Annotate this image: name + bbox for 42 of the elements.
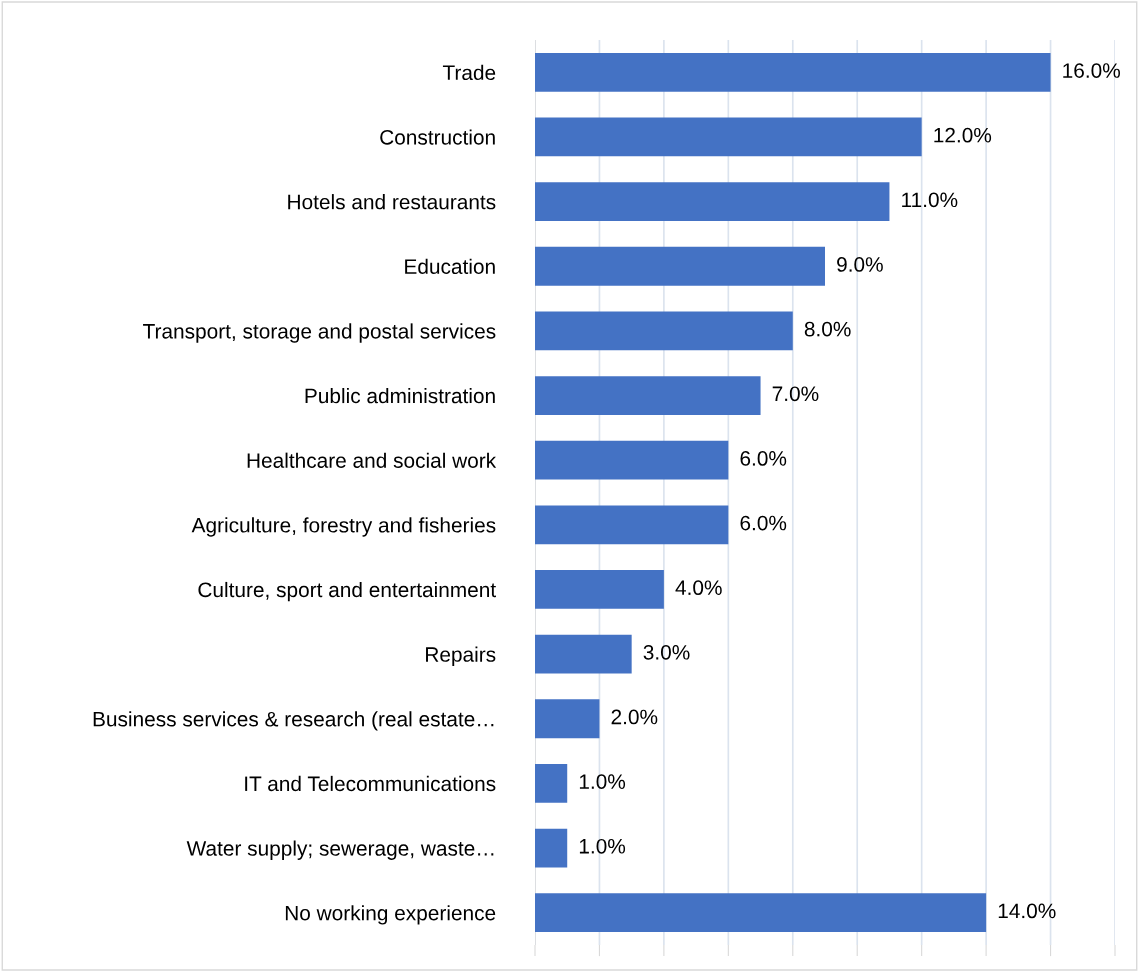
data-label: 12.0% xyxy=(934,127,992,143)
y-tick-label: Business services & research (real estate… xyxy=(93,711,494,731)
y-tick-label: Agriculture, forestry and fisheries xyxy=(191,517,496,537)
y-tick-label: Water supply; sewerage, waste… xyxy=(186,840,494,860)
y-tick-label: Healthcare and social work xyxy=(247,452,497,468)
y-tick-label: Trade xyxy=(442,64,496,81)
y-tick-label: No working experience xyxy=(285,905,496,925)
data-label: 6.0% xyxy=(740,515,787,531)
bar xyxy=(535,182,890,221)
y-tick-label: Construction xyxy=(380,129,495,145)
bar xyxy=(535,376,761,415)
bar xyxy=(535,828,568,868)
bar xyxy=(535,699,600,739)
bar xyxy=(535,634,632,674)
bar xyxy=(535,52,1051,92)
bar xyxy=(535,117,922,157)
y-tick-label: Hotels and restaurants xyxy=(288,194,496,210)
data-label: 4.0% xyxy=(675,580,722,596)
data-label: 2.0% xyxy=(611,709,658,725)
y-tick-label: IT and Telecommunications xyxy=(245,775,496,792)
data-label: 14.0% xyxy=(998,903,1056,919)
bar xyxy=(535,440,729,480)
data-label: 6.0% xyxy=(740,451,787,466)
data-label: 1.0% xyxy=(579,838,626,854)
y-tick-label: Transport, storage and postal services xyxy=(143,323,496,343)
data-label: 9.0% xyxy=(837,257,883,272)
y-tick-label: Repairs xyxy=(426,646,496,666)
y-tick-label: Education xyxy=(405,258,495,274)
bar xyxy=(535,505,729,545)
data-label: 7.0% xyxy=(772,386,819,402)
bar xyxy=(535,570,664,609)
data-label: 11.0% xyxy=(902,192,958,208)
data-label: 3.0% xyxy=(643,644,690,660)
data-label: 1.0% xyxy=(579,774,626,789)
y-tick-label: Culture, sport and entertainment xyxy=(198,581,496,602)
y-tick-label: Public administration xyxy=(305,387,495,404)
bar xyxy=(535,246,825,286)
bar xyxy=(535,764,568,803)
data-label: 8.0% xyxy=(804,321,851,337)
bar xyxy=(535,311,793,351)
bar xyxy=(535,893,987,933)
data-label: 16.0% xyxy=(1063,63,1120,78)
